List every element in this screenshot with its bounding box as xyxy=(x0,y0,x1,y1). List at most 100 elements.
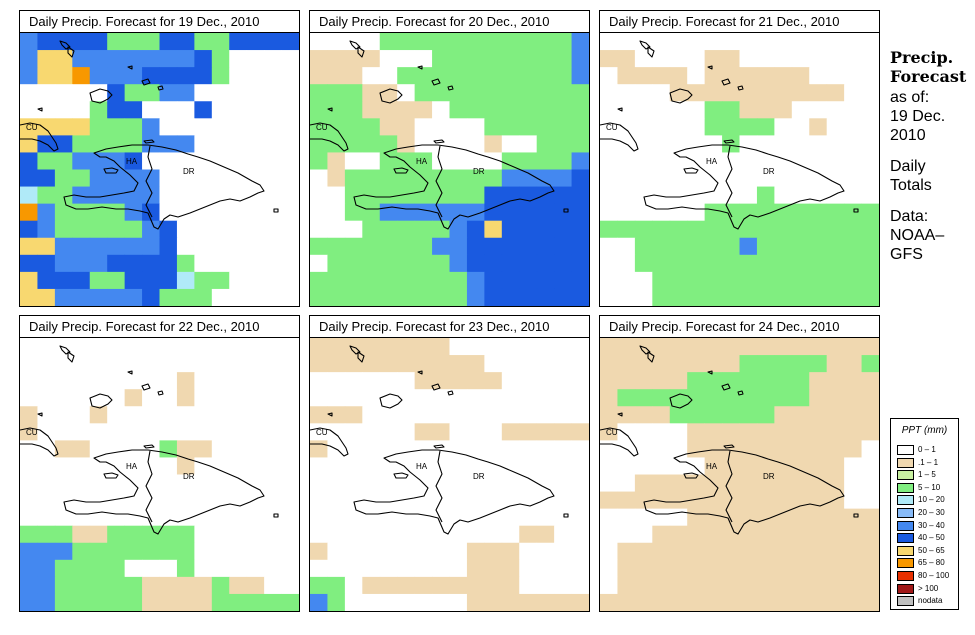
coastline xyxy=(310,40,569,230)
precip-cell xyxy=(519,542,538,561)
precip-grid xyxy=(310,338,589,611)
precip-cell xyxy=(107,288,126,306)
precip-cell xyxy=(861,559,879,578)
precip-cell xyxy=(634,406,653,424)
precip-cell xyxy=(379,67,398,85)
precip-cell xyxy=(652,372,671,390)
precip-cell xyxy=(536,169,555,187)
precip-cell xyxy=(89,440,108,458)
precip-cell xyxy=(211,542,230,561)
precip-cell xyxy=(704,491,723,510)
precip-cell xyxy=(466,271,485,290)
precip-cell xyxy=(211,135,230,153)
precip-cell xyxy=(176,474,195,492)
precip-cell xyxy=(20,338,38,356)
country-border xyxy=(145,450,153,523)
precip-cell xyxy=(159,118,178,136)
precip-cell xyxy=(72,576,91,595)
precip-cell xyxy=(722,593,740,611)
precip-cell xyxy=(89,593,108,611)
precip-cell xyxy=(20,186,38,205)
precip-cell xyxy=(142,67,160,85)
legend-item: 50 – 65 xyxy=(897,545,957,558)
legend-item: 10 – 20 xyxy=(897,495,957,507)
precip-cell xyxy=(809,457,828,475)
precip-cell xyxy=(20,203,38,222)
precip-cell xyxy=(211,593,230,611)
precip-cell xyxy=(826,389,845,407)
coastline-shape xyxy=(327,107,333,112)
precip-cell xyxy=(246,491,265,510)
precip-cell xyxy=(826,338,845,356)
precip-cell xyxy=(600,457,618,475)
precip-cell xyxy=(72,338,91,356)
precip-cell xyxy=(414,254,433,273)
precip-cell xyxy=(344,525,363,544)
precip-cell xyxy=(327,67,346,85)
precip-cell xyxy=(54,254,73,273)
precip-cell xyxy=(37,593,56,611)
precip-cell xyxy=(687,254,706,273)
precip-cell xyxy=(37,271,56,290)
precip-cell xyxy=(791,271,810,290)
precip-cell xyxy=(722,254,740,273)
precip-cell xyxy=(72,288,91,306)
precip-cell xyxy=(89,33,108,51)
precip-cell xyxy=(600,271,618,290)
coastline-shape xyxy=(273,208,279,213)
precip-cell xyxy=(229,593,248,611)
precip-cell xyxy=(704,576,723,595)
precip-cell xyxy=(774,67,793,85)
legend-swatch xyxy=(897,596,914,607)
precip-cell xyxy=(89,271,108,290)
precip-cell xyxy=(37,406,56,424)
precip-cell xyxy=(54,474,73,492)
precip-cell xyxy=(669,169,688,187)
precip-cell xyxy=(634,118,653,136)
precip-cell xyxy=(281,169,299,187)
precip-cell xyxy=(449,101,468,119)
precip-cell xyxy=(844,593,862,611)
precip-cell xyxy=(37,338,56,356)
precip-cell xyxy=(54,237,73,256)
precip-cell xyxy=(246,593,265,611)
precip-cell xyxy=(466,457,485,475)
precip-cell xyxy=(722,457,740,475)
precip-cell xyxy=(379,237,398,256)
coastline-shape xyxy=(127,65,133,70)
precip-cell xyxy=(176,220,195,239)
precip-cell xyxy=(397,559,416,578)
precip-cell xyxy=(449,508,468,527)
precip-cell xyxy=(229,508,248,527)
precip-cell xyxy=(344,372,363,390)
precip-cell xyxy=(844,440,862,458)
coastline-shape xyxy=(103,167,119,174)
precip-cell xyxy=(756,152,775,170)
precip-cell xyxy=(246,84,265,102)
precip-cell xyxy=(617,67,636,85)
precip-cell xyxy=(756,423,775,441)
precip-cell xyxy=(246,542,265,561)
precip-cell xyxy=(519,389,538,407)
coastline xyxy=(600,345,859,535)
precip-cell xyxy=(124,118,143,136)
precip-cell xyxy=(722,559,740,578)
precip-cell xyxy=(414,118,433,136)
dominican-republic-label: DR xyxy=(473,472,485,481)
precip-cell xyxy=(519,237,538,256)
precip-cell xyxy=(844,169,862,187)
precip-cell xyxy=(571,559,589,578)
precip-cell xyxy=(617,508,636,527)
precip-cell xyxy=(414,559,433,578)
precip-cell xyxy=(310,271,328,290)
precip-cell xyxy=(379,50,398,68)
precip-cell xyxy=(142,271,160,290)
precip-cell xyxy=(466,525,485,544)
precip-cell xyxy=(362,406,381,424)
precip-cell xyxy=(37,101,56,119)
precip-cell xyxy=(211,457,230,475)
precip-cell xyxy=(634,355,653,373)
precip-cell xyxy=(72,457,91,475)
precip-cell xyxy=(344,203,363,222)
precip-cell xyxy=(466,118,485,136)
